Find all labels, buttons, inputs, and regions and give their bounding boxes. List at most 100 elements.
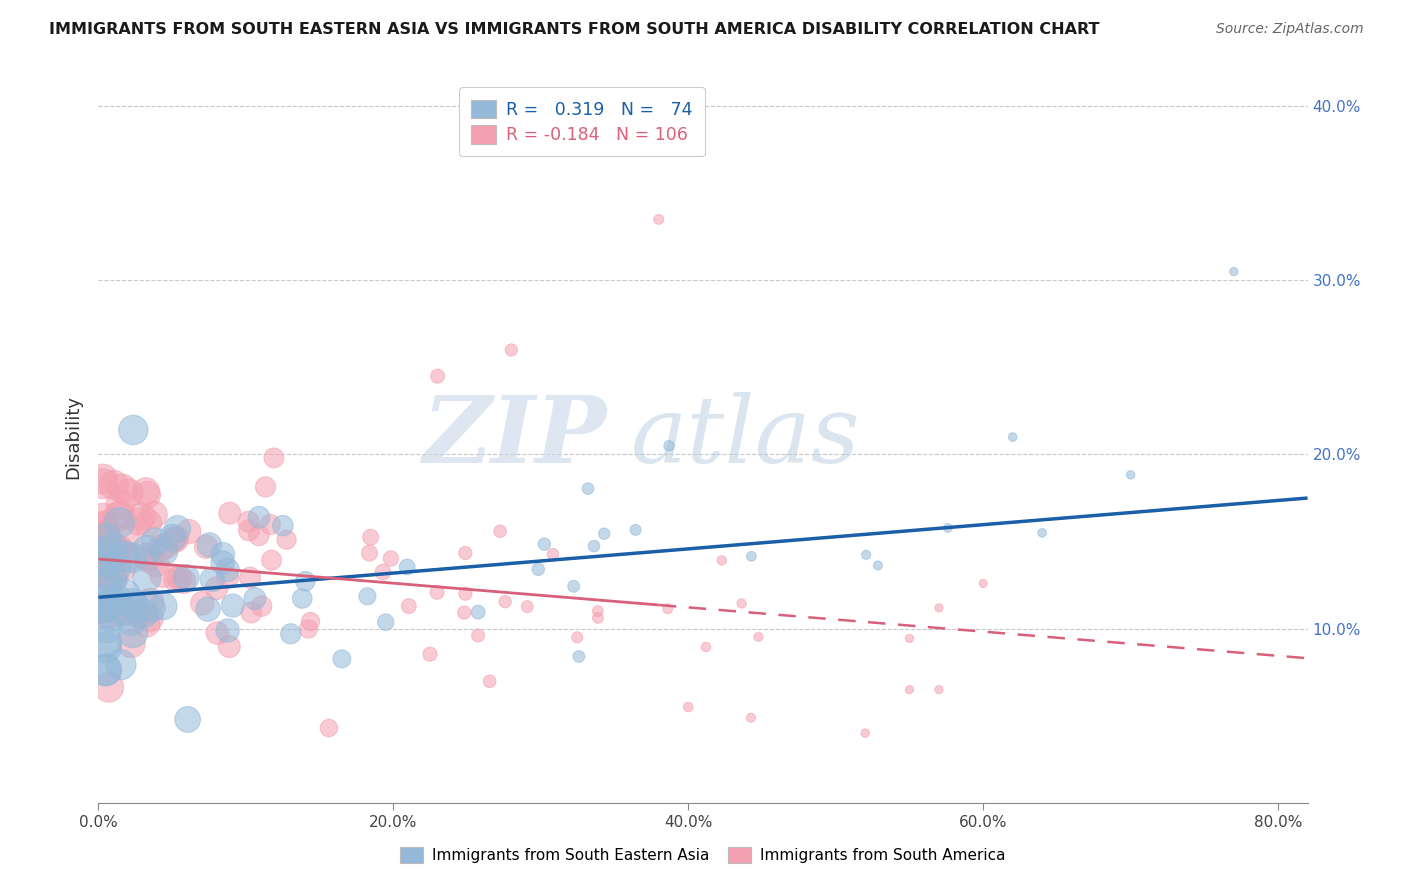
Point: [91, 601, 114, 615]
Point: [318, 721, 340, 735]
Text: atlas: atlas: [630, 392, 860, 482]
Point: [110, 508, 132, 523]
Point: [211, 556, 233, 570]
Point: [118, 486, 141, 500]
Point: [152, 567, 174, 582]
Point: [586, 611, 609, 625]
Point: [247, 510, 270, 524]
Point: [1223, 265, 1246, 279]
Point: [467, 605, 489, 619]
Point: [115, 530, 138, 544]
Point: [263, 450, 285, 465]
Point: [740, 711, 762, 725]
Point: [100, 608, 122, 623]
Point: [239, 571, 262, 585]
Point: [135, 571, 157, 585]
Point: [516, 599, 538, 614]
Point: [695, 640, 717, 654]
Y-axis label: Disability: Disability: [65, 395, 83, 479]
Point: [110, 657, 132, 672]
Point: [533, 537, 555, 551]
Point: [136, 542, 159, 557]
Point: [94, 600, 117, 615]
Point: [211, 547, 233, 561]
Point: [97, 606, 120, 620]
Point: [121, 614, 143, 628]
Point: [218, 506, 240, 520]
Point: [222, 599, 245, 613]
Point: [111, 604, 134, 618]
Point: [139, 611, 162, 625]
Point: [467, 628, 489, 642]
Point: [568, 649, 591, 664]
Point: [136, 551, 159, 566]
Point: [454, 587, 477, 601]
Point: [360, 530, 382, 544]
Point: [359, 546, 381, 560]
Point: [454, 546, 477, 560]
Point: [94, 620, 117, 634]
Point: [238, 515, 260, 529]
Point: [93, 519, 115, 533]
Point: [121, 596, 143, 610]
Point: [114, 587, 136, 601]
Point: [172, 574, 194, 588]
Point: [972, 576, 994, 591]
Point: [586, 604, 609, 618]
Point: [91, 520, 114, 534]
Point: [294, 574, 316, 589]
Text: IMMIGRANTS FROM SOUTH EASTERN ASIA VS IMMIGRANTS FROM SOUTH AMERICA DISABILITY C: IMMIGRANTS FROM SOUTH EASTERN ASIA VS IM…: [49, 22, 1099, 37]
Point: [217, 563, 239, 577]
Point: [165, 573, 187, 587]
Point: [131, 509, 153, 524]
Point: [259, 517, 281, 532]
Point: [107, 509, 129, 524]
Point: [541, 547, 564, 561]
Point: [648, 212, 671, 227]
Point: [250, 599, 273, 614]
Point: [936, 521, 959, 535]
Point: [197, 602, 219, 616]
Point: [299, 615, 322, 629]
Point: [96, 545, 118, 559]
Point: [207, 626, 229, 640]
Point: [380, 551, 402, 566]
Point: [426, 585, 449, 599]
Point: [103, 571, 125, 585]
Point: [94, 634, 117, 648]
Point: [276, 533, 298, 547]
Point: [291, 591, 314, 606]
Point: [132, 607, 155, 621]
Point: [855, 548, 877, 562]
Point: [128, 607, 150, 622]
Point: [91, 544, 114, 558]
Point: [374, 615, 396, 629]
Text: ZIP: ZIP: [422, 392, 606, 482]
Point: [271, 518, 294, 533]
Point: [124, 599, 146, 614]
Point: [238, 524, 260, 538]
Point: [91, 476, 114, 491]
Point: [94, 532, 117, 546]
Point: [91, 529, 114, 543]
Point: [658, 439, 681, 453]
Point: [195, 540, 218, 554]
Point: [101, 541, 124, 556]
Point: [657, 601, 679, 615]
Point: [91, 472, 114, 486]
Point: [478, 674, 501, 689]
Point: [136, 488, 159, 502]
Point: [198, 538, 221, 552]
Point: [260, 553, 283, 567]
Point: [97, 681, 120, 695]
Point: [330, 652, 353, 666]
Point: [593, 526, 616, 541]
Point: [121, 550, 143, 565]
Point: [398, 599, 420, 614]
Point: [1001, 430, 1024, 444]
Point: [145, 557, 167, 571]
Point: [371, 565, 394, 579]
Point: [243, 591, 266, 606]
Point: [115, 549, 138, 564]
Point: [280, 627, 302, 641]
